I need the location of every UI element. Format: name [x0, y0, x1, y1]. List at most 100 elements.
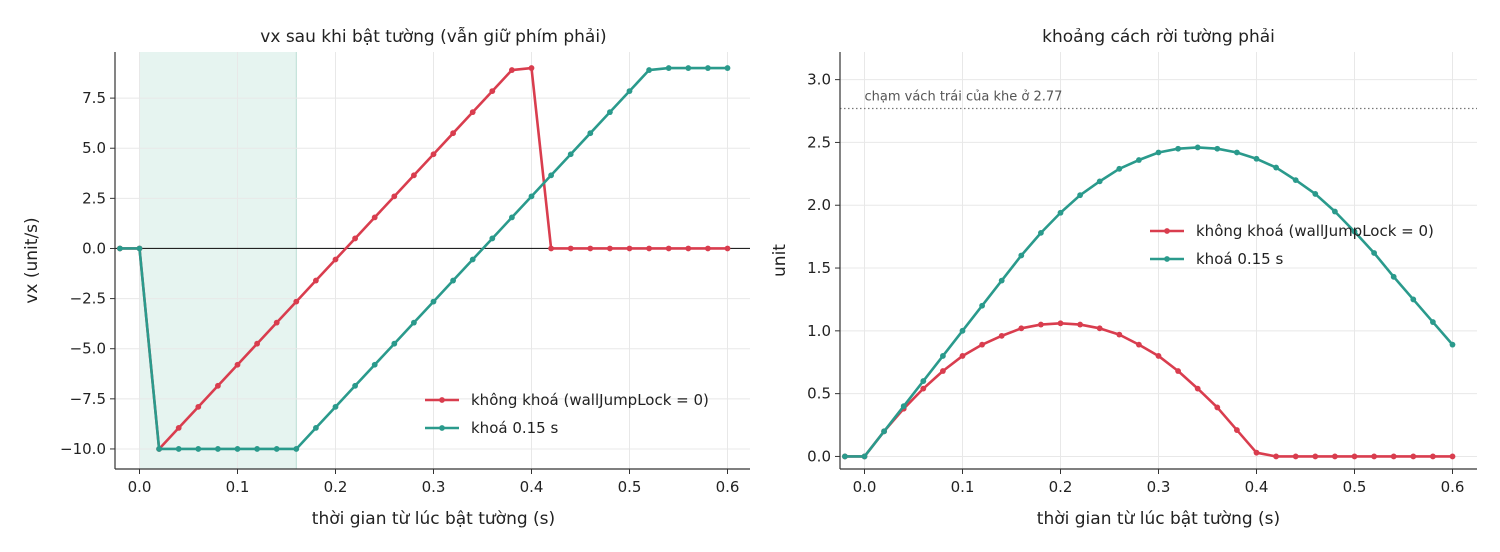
data-point-teal	[234, 446, 241, 452]
data-point-red	[430, 151, 437, 158]
data-point-teal	[920, 378, 927, 384]
data-point-teal	[1155, 149, 1162, 156]
data-point-teal	[665, 65, 672, 71]
data-point-red	[234, 361, 241, 368]
data-point-teal	[607, 109, 613, 116]
data-point-teal	[215, 446, 221, 452]
y-tick-label: 1.5	[807, 259, 831, 277]
data-point-red	[607, 245, 613, 252]
y-axis-label: unit	[770, 244, 790, 277]
chart-vx: 0.0 0.1 0.2 0.3 0.4 0.5 0.6 −10.0 −7.5 −5.0 −2.5 0.…	[22, 26, 750, 529]
data-point-teal	[1116, 165, 1123, 172]
x-tick-label: 0.2	[1049, 478, 1073, 496]
y-tick-label: 2.5	[82, 189, 106, 207]
data-point-teal	[489, 235, 496, 242]
x-tick-label: 0.6	[1441, 478, 1465, 496]
data-point-red	[626, 245, 633, 252]
x-tick-label: 0.6	[716, 478, 740, 496]
gap-wall-annotation: chạm vách trái của khe ở 2.77	[865, 90, 1063, 105]
legend-label: khoá 0.15 s	[471, 419, 558, 437]
data-point-teal	[548, 172, 554, 179]
data-point-red	[332, 256, 339, 263]
data-point-teal	[254, 446, 260, 452]
data-point-teal	[528, 193, 535, 200]
data-point-red	[254, 340, 260, 347]
data-point-teal	[959, 327, 966, 334]
data-point-teal	[509, 214, 515, 221]
data-point-red	[1155, 353, 1162, 359]
series-line-red	[844, 321, 1453, 458]
x-tick-label: 0.0	[128, 478, 152, 496]
x-tick-label: 0.5	[1343, 478, 1367, 496]
data-point-teal	[1214, 145, 1221, 152]
data-point-teal	[469, 256, 476, 263]
data-point-teal	[1351, 228, 1358, 235]
data-point-red	[1292, 453, 1299, 460]
series-line-teal	[844, 146, 1454, 458]
data-point-teal	[1038, 229, 1044, 236]
data-point-red	[293, 298, 300, 305]
data-point-red	[215, 382, 221, 389]
legend: không khoá (wallJumpLock = 0) khoá 0.15 s	[1150, 222, 1434, 268]
data-point-red	[352, 235, 358, 242]
data-point-red	[1449, 453, 1456, 460]
legend-label: khoá 0.15 s	[1196, 250, 1283, 268]
data-point-teal	[430, 298, 437, 305]
legend-swatch-marker	[439, 397, 445, 403]
data-point-teal	[861, 453, 868, 460]
y-tick-label: −7.5	[70, 390, 106, 408]
data-point-red	[1214, 404, 1221, 411]
y-tick-label: 0.5	[807, 385, 831, 403]
y-tick-label: 0.0	[807, 447, 831, 465]
data-point-teal	[1292, 177, 1299, 184]
data-point-red	[1410, 453, 1417, 460]
data-point-teal	[587, 130, 594, 137]
data-point-teal	[705, 65, 711, 71]
y-tick-label: −2.5	[70, 290, 106, 308]
data-point-teal	[175, 446, 182, 452]
x-axis-label: thời gian từ lúc bật tường (s)	[312, 509, 555, 529]
data-point-red	[1057, 320, 1064, 327]
data-point-teal	[1194, 144, 1201, 151]
data-point-teal	[332, 403, 339, 410]
data-point-teal	[626, 88, 633, 94]
y-tick-label: 1.0	[807, 322, 831, 340]
data-point-red	[979, 341, 985, 348]
data-point-red	[1273, 453, 1279, 460]
data-point-teal	[273, 446, 280, 452]
legend-swatch-marker	[1164, 228, 1170, 234]
data-point-teal	[842, 453, 848, 460]
data-point-red	[509, 67, 515, 73]
data-point-red	[1038, 321, 1044, 328]
data-point-teal	[1312, 191, 1319, 197]
data-point-teal	[979, 302, 985, 309]
y-tick-label: 2.0	[807, 196, 831, 214]
data-point-teal	[293, 446, 300, 452]
data-point-teal	[391, 340, 398, 347]
data-point-red	[1194, 385, 1201, 392]
data-point-teal	[1057, 209, 1064, 216]
data-point-red	[940, 368, 946, 374]
data-point-red	[371, 214, 378, 221]
data-point-teal	[1234, 149, 1240, 156]
data-point-red	[1116, 331, 1123, 338]
data-point-teal	[940, 353, 946, 359]
data-point-teal	[450, 277, 456, 284]
data-point-red	[1332, 453, 1338, 460]
data-point-red	[1371, 453, 1377, 460]
data-point-teal	[881, 428, 887, 435]
data-point-teal	[1136, 157, 1142, 163]
data-point-red	[920, 385, 927, 392]
data-point-red	[1175, 368, 1181, 374]
data-point-red	[705, 245, 711, 252]
data-point-teal	[195, 446, 202, 452]
data-point-red	[1077, 321, 1083, 328]
data-point-red	[646, 245, 652, 252]
data-point-teal	[1096, 178, 1103, 185]
data-point-red	[489, 88, 496, 94]
lock-window-region	[139, 52, 297, 469]
data-point-red	[195, 403, 202, 410]
data-point-red	[567, 245, 574, 252]
x-tick-label: 0.1	[226, 478, 250, 496]
data-point-red	[1253, 449, 1260, 456]
